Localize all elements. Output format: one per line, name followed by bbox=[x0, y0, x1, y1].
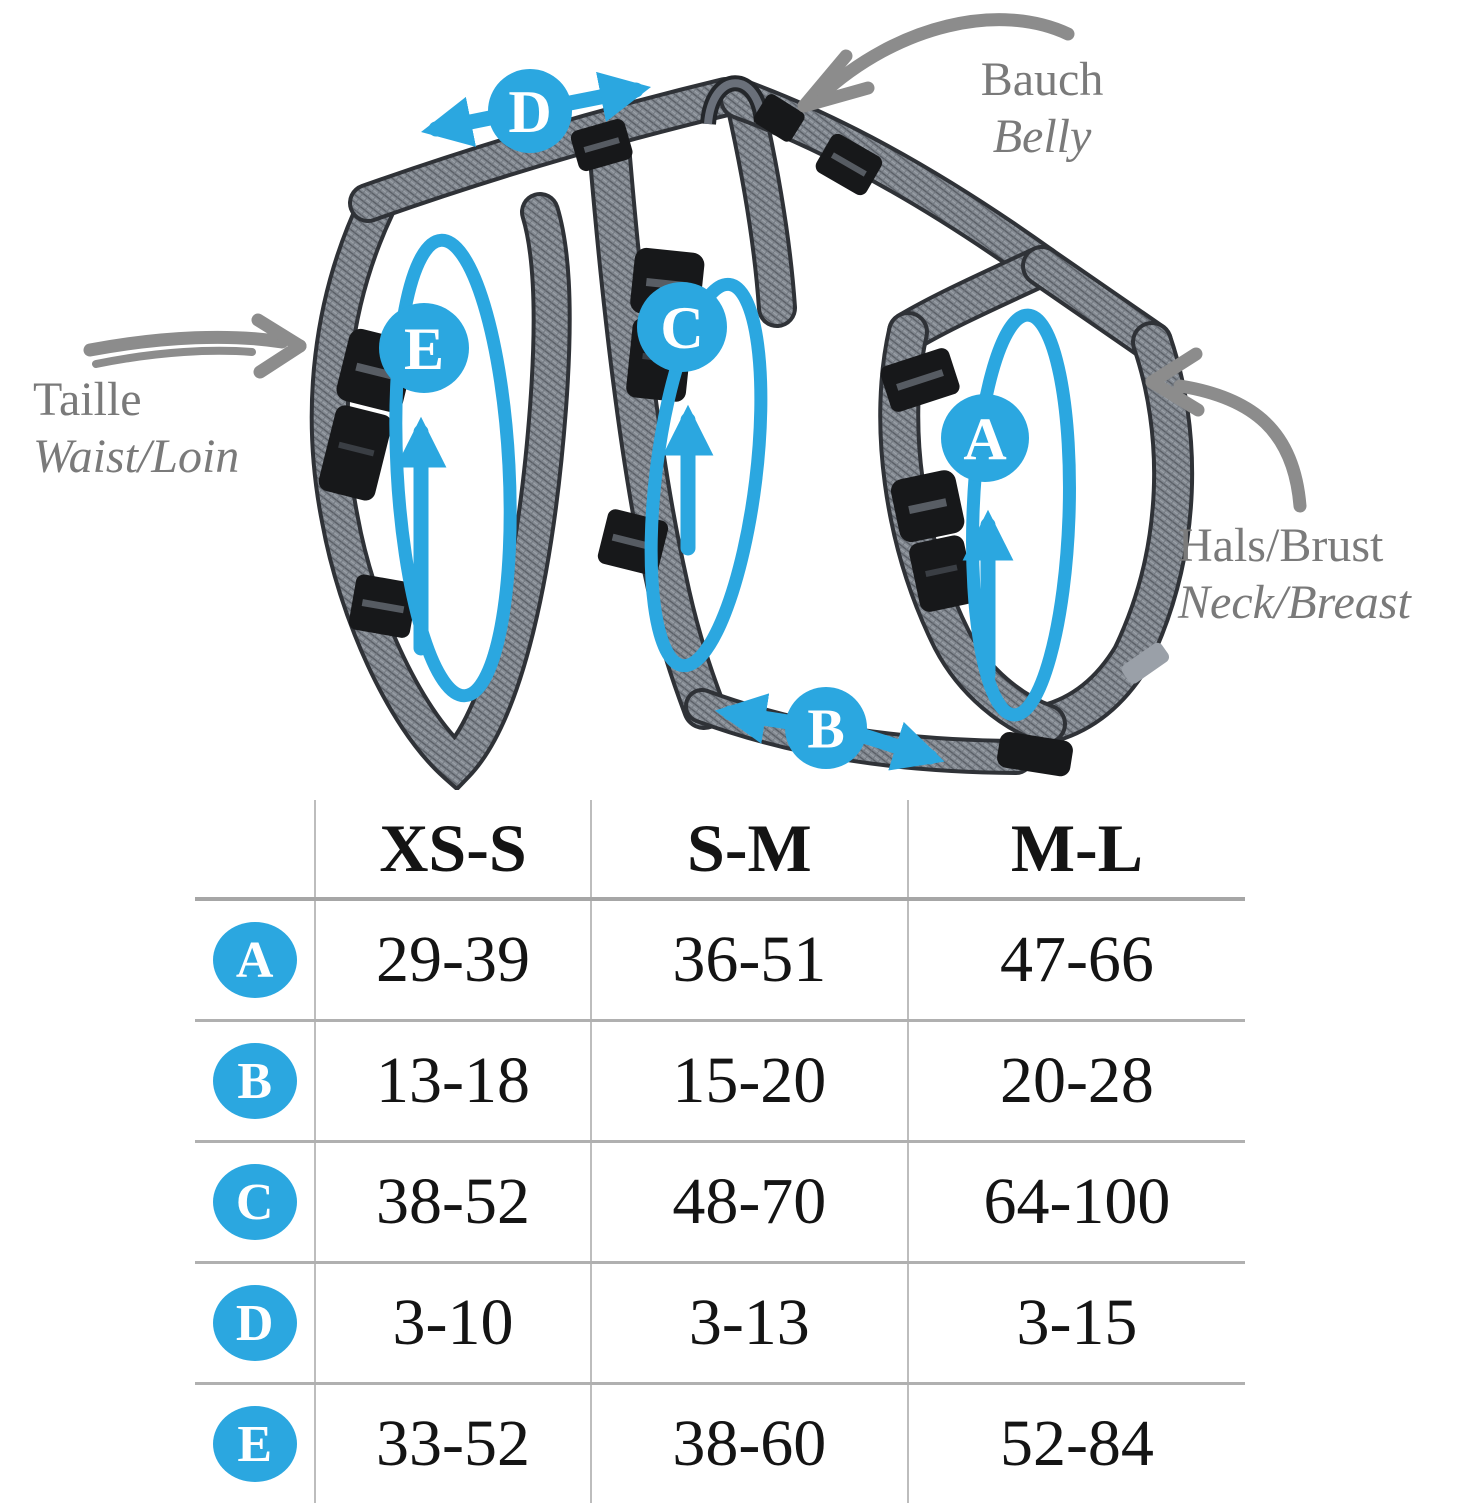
row-badge-b: B bbox=[212, 1043, 297, 1119]
marker-d-label: D bbox=[508, 79, 551, 145]
column-header-s-m: S-M bbox=[589, 800, 907, 897]
column-header-xs-s: XS-S bbox=[314, 800, 589, 897]
marker-a-label: A bbox=[963, 406, 1006, 472]
neck-label-en: Neck/Breast bbox=[1178, 575, 1411, 629]
buckle-icon bbox=[890, 470, 975, 612]
arrow-b-right-icon bbox=[856, 721, 945, 771]
cell-d-xs-s: 3-10 bbox=[314, 1264, 589, 1382]
strap-tip bbox=[1121, 642, 1170, 684]
cell-b-xs-s: 13-18 bbox=[314, 1022, 589, 1140]
cell-d-m-l: 3-15 bbox=[906, 1264, 1245, 1382]
arrow-b-left-icon bbox=[714, 693, 796, 744]
size-table: XS-S S-M M-L A 29-39 36-51 47-66 B 13-18… bbox=[195, 800, 1245, 1503]
marker-badges: D E C A B bbox=[379, 69, 1029, 769]
cell-d-s-m: 3-13 bbox=[589, 1264, 907, 1382]
cell-e-s-m: 38-60 bbox=[589, 1385, 907, 1503]
strap-slider-icon bbox=[348, 574, 418, 638]
cell-c-m-l: 64-100 bbox=[906, 1143, 1245, 1261]
harness-illustration: D E C A B bbox=[83, 13, 1307, 790]
cell-b-s-m: 15-20 bbox=[589, 1022, 907, 1140]
cell-b-m-l: 20-28 bbox=[906, 1022, 1245, 1140]
table-row-e: E 33-52 38-60 52-84 bbox=[195, 1385, 1245, 1503]
marker-d: D bbox=[488, 69, 572, 153]
callout-arrows bbox=[83, 13, 1307, 513]
marker-c-label: C bbox=[660, 295, 703, 361]
cell-c-xs-s: 38-52 bbox=[314, 1143, 589, 1261]
row-badge-a: A bbox=[212, 922, 297, 998]
neck-label: Hals/Brust Neck/Breast bbox=[1178, 518, 1411, 631]
belly-label-de: Bauch bbox=[980, 53, 1104, 106]
neck-label-de: Hals/Brust bbox=[1178, 519, 1384, 572]
marker-b-label: B bbox=[807, 699, 844, 761]
belly-label-en: Belly bbox=[992, 109, 1092, 163]
size-table-header: XS-S S-M M-L bbox=[195, 800, 1245, 901]
neck-arrow-icon bbox=[1145, 347, 1307, 513]
waist-arrow-icon bbox=[83, 313, 307, 379]
arrow-d-right-icon bbox=[562, 71, 652, 122]
size-guide-page: D E C A B bbox=[33, 13, 1411, 1503]
marker-b: B bbox=[785, 687, 867, 769]
loop-c bbox=[644, 277, 768, 673]
strap-slider-icon bbox=[880, 348, 960, 412]
row-badge-e: E bbox=[212, 1406, 297, 1482]
strap-slider-icon bbox=[815, 133, 883, 196]
arrow-d-left-icon bbox=[421, 96, 498, 147]
d-ring-icon bbox=[700, 75, 805, 142]
cell-e-m-l: 52-84 bbox=[906, 1385, 1245, 1503]
cell-a-m-l: 47-66 bbox=[906, 901, 1245, 1019]
table-row-a: A 29-39 36-51 47-66 bbox=[195, 901, 1245, 1022]
cell-c-s-m: 48-70 bbox=[589, 1143, 907, 1261]
belly-label: Bauch Belly bbox=[942, 52, 1142, 165]
strap-tip bbox=[997, 732, 1073, 777]
marker-c: C bbox=[637, 282, 727, 372]
waist-label-de: Taille bbox=[33, 373, 142, 426]
cell-a-xs-s: 29-39 bbox=[314, 901, 589, 1019]
marker-e: E bbox=[379, 303, 469, 393]
cell-a-s-m: 36-51 bbox=[589, 901, 907, 1019]
measurement-annotations bbox=[389, 71, 1076, 771]
row-badge-c: C bbox=[212, 1164, 297, 1240]
belly-arrow-icon bbox=[797, 13, 1075, 113]
marker-e-label: E bbox=[404, 316, 444, 382]
table-row-d: D 3-10 3-13 3-15 bbox=[195, 1264, 1245, 1385]
row-badge-d: D bbox=[212, 1285, 297, 1361]
strap-slider-icon bbox=[570, 119, 633, 172]
table-row-b: B 13-18 15-20 20-28 bbox=[195, 1022, 1245, 1143]
cell-e-xs-s: 33-52 bbox=[314, 1385, 589, 1503]
waist-label-en: Waist/Loin bbox=[33, 429, 240, 483]
header-spacer bbox=[195, 800, 314, 897]
table-row-c: C 38-52 48-70 64-100 bbox=[195, 1143, 1245, 1264]
waist-label: Taille Waist/Loin bbox=[33, 372, 239, 485]
column-header-m-l: M-L bbox=[906, 800, 1245, 897]
loop-e bbox=[389, 233, 517, 703]
marker-a: A bbox=[941, 394, 1029, 482]
